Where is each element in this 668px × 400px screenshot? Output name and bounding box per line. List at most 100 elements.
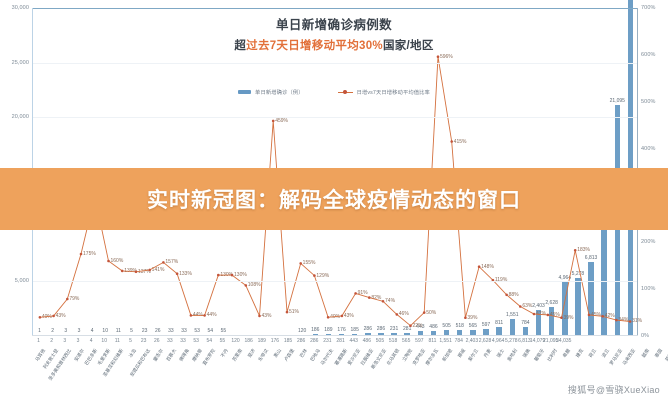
x-axis-category: 苏里南: [230, 348, 243, 363]
ratio-point[interactable]: [107, 259, 110, 263]
ratio-point[interactable]: [368, 296, 371, 299]
x-axis-index: 281: [336, 338, 345, 344]
ratio-point[interactable]: [189, 314, 193, 317]
bar[interactable]: [483, 329, 489, 336]
ratio-value-label: 74%: [385, 298, 396, 305]
ratio-value-label: 129%: [316, 272, 330, 279]
ratio-point[interactable]: [66, 297, 69, 301]
banner-text: 实时新冠图：解码全球疫情动态的窗口: [147, 189, 521, 212]
ratio-point[interactable]: [560, 316, 563, 320]
ratio-point[interactable]: [381, 300, 385, 303]
bar[interactable]: [522, 327, 529, 336]
ratio-point[interactable]: [148, 268, 151, 272]
x-axis-index: 3: [76, 338, 80, 344]
bar-value-label: 2,628: [545, 300, 558, 307]
bar[interactable]: [378, 332, 384, 336]
bar[interactable]: [417, 331, 424, 336]
ratio-point[interactable]: [519, 305, 522, 308]
ratio-point[interactable]: [354, 292, 357, 295]
ratio-point[interactable]: [422, 311, 426, 314]
ratio-point[interactable]: [395, 313, 399, 316]
ratio-point[interactable]: [134, 270, 138, 274]
bar-value-label: 4,964: [558, 274, 572, 281]
bar[interactable]: [404, 332, 410, 336]
bar[interactable]: [470, 329, 476, 336]
ratio-point[interactable]: [230, 273, 234, 277]
bar-value-label: 1: [38, 328, 41, 334]
ratio-value-label: 43%: [343, 312, 354, 319]
bar-value-label: 281: [403, 325, 412, 332]
x-axis-category: 冰岛: [128, 348, 138, 359]
bar[interactable]: [456, 330, 463, 336]
ratio-point[interactable]: [340, 314, 344, 318]
ratio-point[interactable]: [546, 313, 550, 317]
ratio-point[interactable]: [505, 293, 508, 297]
ratio-point[interactable]: [258, 314, 261, 318]
bar[interactable]: [430, 330, 437, 336]
x-axis-index: 443: [349, 338, 358, 344]
ratio-point[interactable]: [285, 310, 289, 314]
ratio-value-label: 459%: [275, 117, 289, 124]
bar[interactable]: [443, 330, 450, 336]
x-axis-index: 21,095: [542, 338, 559, 344]
ratio-point[interactable]: [38, 316, 42, 319]
ratio-point[interactable]: [244, 284, 248, 287]
bar[interactable]: [588, 261, 594, 336]
x-axis-category: 东帝汶: [257, 348, 269, 363]
ratio-point[interactable]: [52, 314, 55, 318]
ratio-value-label: 79%: [69, 295, 80, 302]
ratio-point[interactable]: [628, 320, 632, 323]
ratio-point[interactable]: [436, 55, 440, 58]
ratio-value-label: 141%: [151, 266, 165, 273]
bar[interactable]: [496, 327, 502, 336]
bar[interactable]: [575, 278, 581, 336]
ratio-point[interactable]: [79, 252, 83, 256]
y-axis-tick: 20,000: [11, 114, 29, 121]
ratio-point[interactable]: [299, 262, 303, 265]
bar[interactable]: [351, 333, 358, 336]
bar[interactable]: [509, 319, 515, 336]
x-axis-index: 33: [180, 338, 186, 344]
x-axis-category: 百慕大: [165, 348, 178, 363]
bar[interactable]: [365, 332, 371, 336]
x-axis-index: 231: [323, 338, 332, 344]
overlay-banner: 实时新冠图：解码全球疫情动态的窗口: [0, 168, 668, 230]
ratio-point[interactable]: [313, 274, 316, 277]
ratio-point[interactable]: [203, 314, 206, 317]
ratio-point[interactable]: [573, 249, 577, 252]
ratio-point[interactable]: [491, 278, 495, 282]
ratio-point[interactable]: [271, 119, 275, 123]
ratio-point[interactable]: [587, 313, 591, 317]
ratio-polyline: [39, 56, 631, 327]
legend-item-bar[interactable]: 单日新增确诊（例）: [238, 88, 304, 96]
ratio-point[interactable]: [615, 318, 618, 322]
bar-value-label: 176: [337, 327, 346, 334]
ratio-point[interactable]: [120, 269, 124, 273]
ratio-point[interactable]: [464, 316, 467, 320]
ratio-point[interactable]: [601, 315, 604, 318]
bar[interactable]: [325, 333, 332, 336]
bar[interactable]: [548, 307, 555, 336]
bar[interactable]: [391, 333, 397, 336]
ratio-point[interactable]: [175, 272, 179, 276]
x-axis-category: 不丹: [220, 348, 230, 359]
bar[interactable]: [601, 182, 607, 336]
ratio-point[interactable]: [217, 273, 220, 277]
bar[interactable]: [562, 281, 568, 336]
x-axis-index: 10: [101, 338, 107, 344]
ratio-point[interactable]: [477, 265, 481, 269]
ratio-point[interactable]: [162, 261, 165, 264]
x-axis-category: 新加坡: [440, 348, 453, 363]
ratio-value-label: 183%: [577, 247, 591, 254]
legend-item-line[interactable]: 日增vs7天日增移动平均值比率: [337, 88, 430, 96]
ratio-point[interactable]: [450, 140, 454, 143]
bar[interactable]: [535, 309, 542, 336]
x-axis-category: 越南: [640, 348, 650, 359]
line-swatch-icon: [337, 90, 353, 95]
bar[interactable]: [312, 333, 319, 336]
ratio-point[interactable]: [326, 316, 330, 319]
bar-value-label: 2,403: [532, 302, 545, 309]
ratio-point[interactable]: [532, 312, 536, 316]
ratio-point[interactable]: [409, 324, 412, 328]
x-axis-index: 6,813: [518, 338, 531, 344]
